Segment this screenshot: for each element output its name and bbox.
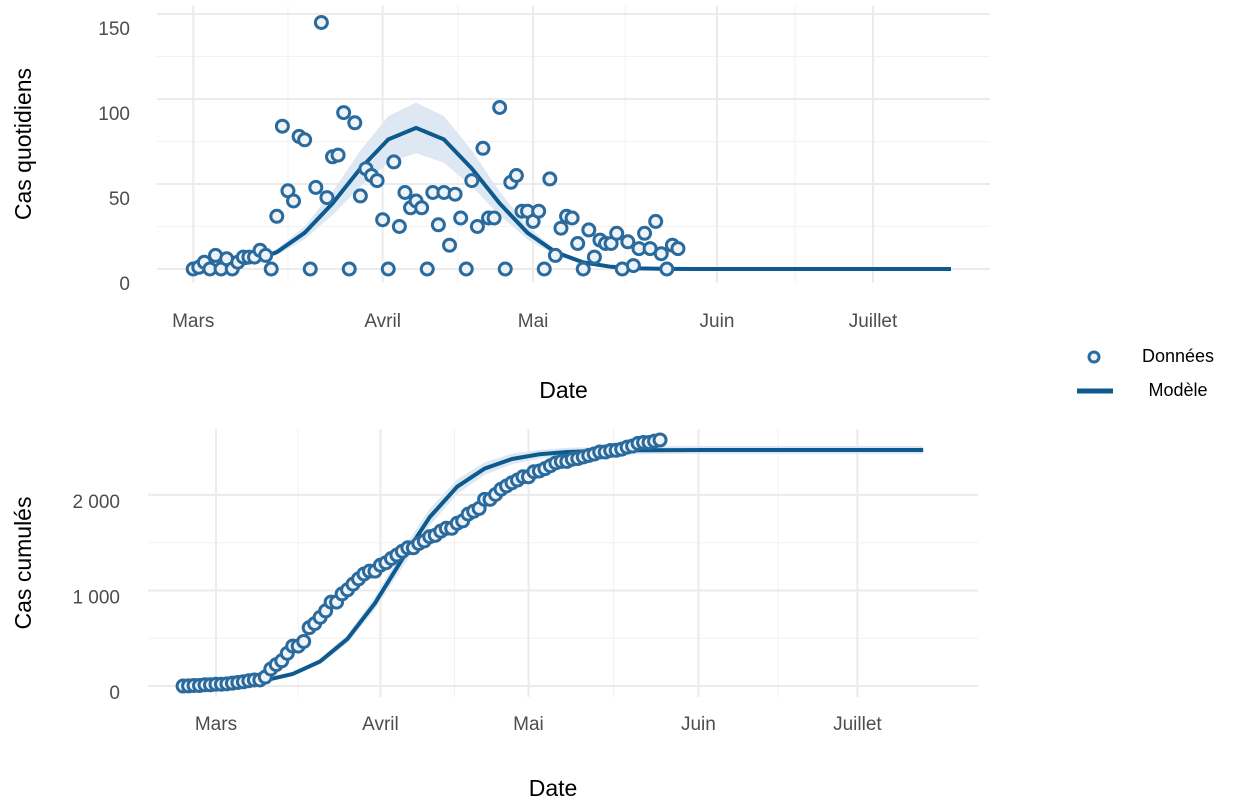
data-point [347, 115, 363, 131]
x-tick-label: Mai [518, 311, 549, 332]
data-point [564, 210, 580, 226]
y-tick-label: 50 [109, 189, 130, 210]
x-tick-label: Mai [513, 714, 544, 735]
data-point [570, 236, 586, 251]
y-axis-title: Cas cumulés [10, 497, 36, 630]
legend-label: Données [1142, 346, 1214, 366]
data-point [380, 261, 396, 277]
x-tick-label: Juillet [833, 714, 882, 735]
model-line [183, 448, 924, 688]
legend-marker [1087, 350, 1101, 364]
data-point [648, 213, 664, 229]
data-point [453, 210, 469, 226]
data-point [637, 225, 653, 241]
x-tick-label: Mars [172, 311, 214, 332]
data-point [313, 15, 329, 30]
data-point [625, 258, 641, 274]
data-point [274, 118, 290, 134]
data-point [286, 193, 302, 209]
data-point [296, 633, 312, 649]
data-point [536, 261, 552, 277]
data-point [391, 219, 407, 234]
data-point [302, 261, 318, 277]
data-point [386, 154, 402, 170]
data-point [475, 140, 491, 156]
data-point [531, 203, 547, 219]
data-point [464, 173, 480, 189]
model-line [193, 125, 951, 271]
data-point [442, 237, 458, 253]
data-point [447, 186, 463, 202]
data-point [553, 220, 569, 236]
y-tick-label: 0 [119, 274, 130, 295]
data-point [469, 219, 485, 234]
data-point [652, 432, 668, 448]
data-point [542, 171, 558, 187]
x-tick-label: Juin [681, 714, 716, 735]
data-point [263, 261, 279, 277]
data-point [297, 132, 313, 148]
x-tick-label: Juin [700, 311, 735, 332]
data-point [508, 168, 524, 183]
y-tick-label: 100 [98, 104, 130, 125]
data-point [369, 173, 385, 189]
x-axis-title: Date [539, 377, 588, 403]
data-point [319, 190, 335, 206]
data-point [336, 105, 352, 121]
data-point [620, 234, 636, 250]
data-point [458, 261, 474, 277]
y-tick-label: 0 [109, 683, 120, 704]
x-tick-label: Juillet [849, 311, 898, 332]
data-point [419, 261, 435, 277]
data-point [486, 210, 502, 226]
y-tick-label: 150 [98, 19, 130, 40]
data-point [397, 185, 413, 200]
data-point [269, 208, 285, 224]
data-point [609, 225, 625, 241]
data-point [375, 212, 391, 228]
data-point [430, 217, 446, 233]
data-point [670, 241, 686, 257]
x-tick-label: Avril [362, 714, 399, 735]
y-tick-label: 2 000 [72, 492, 120, 513]
data-point [659, 261, 675, 277]
x-tick-label: Mars [195, 714, 237, 735]
y-tick-label: 1 000 [72, 587, 120, 608]
data-point [492, 100, 508, 115]
x-tick-label: Avril [364, 311, 401, 332]
x-axis-title: Date [529, 775, 578, 801]
data-point [414, 200, 430, 216]
data-point [547, 247, 563, 263]
data-point [497, 261, 513, 277]
data-point [575, 261, 591, 277]
legend-label: Modèle [1148, 380, 1207, 400]
data-point [308, 179, 324, 195]
data-point [586, 249, 602, 265]
data-point [581, 222, 597, 238]
data-point [258, 247, 274, 263]
data-point [653, 246, 669, 262]
y-axis-title: Cas quotidiens [10, 68, 36, 220]
data-point [330, 147, 346, 163]
data-point [341, 261, 357, 277]
data-point [352, 188, 368, 204]
